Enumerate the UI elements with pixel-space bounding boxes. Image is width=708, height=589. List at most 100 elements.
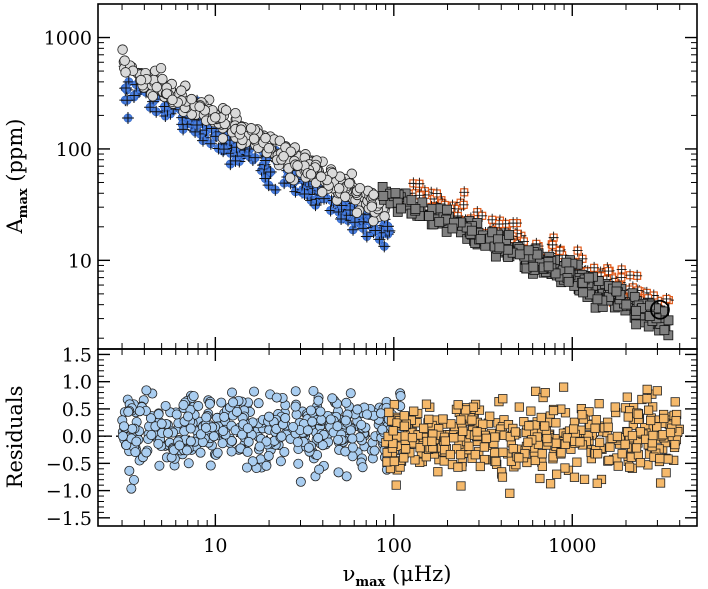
rg-model-point — [366, 201, 378, 212]
residual-rg-point — [195, 447, 206, 458]
ms-model-point — [631, 319, 642, 330]
residual-rg-point — [347, 442, 358, 453]
residual-ms-point — [497, 472, 508, 482]
residual-rg-point — [226, 436, 237, 447]
residual-rg-point — [303, 442, 314, 453]
residual-ms-point — [617, 449, 627, 459]
sun-marker — [650, 299, 670, 320]
rg-model-point — [135, 74, 147, 86]
residual-rg-point — [261, 460, 272, 471]
residual-rg-point — [193, 401, 204, 412]
rg-model-point — [274, 135, 285, 147]
residual-ms-point — [592, 478, 602, 488]
residual-ms-point — [537, 461, 547, 472]
ms-observed-errorbar — [459, 186, 470, 199]
rg-observed-errorbar — [229, 154, 242, 167]
residual-rg-point — [127, 423, 138, 434]
rg-observed-errorbar — [217, 143, 230, 156]
residual-rg-point — [315, 406, 326, 417]
residual-rg-point — [369, 445, 380, 456]
ms-model-point — [493, 234, 503, 245]
bottom-panel-frame — [97, 348, 698, 527]
residual-rg-point — [201, 412, 212, 423]
residual-ms-point — [642, 384, 652, 394]
residual-rg-point — [212, 447, 223, 458]
residual-ms-point — [659, 413, 669, 424]
residual-rg-point — [377, 424, 388, 435]
rg-observed-errorbar — [335, 212, 348, 225]
residual-ms-point — [526, 406, 536, 416]
rg-observed-errorbar — [121, 94, 134, 107]
residual-rg-point — [325, 414, 336, 425]
residual-y-tick-label: −1.5 — [46, 508, 92, 530]
residual-ms-point — [624, 462, 635, 472]
residual-rg-point — [280, 413, 291, 424]
top-y-tick-label: 1000 — [44, 28, 92, 50]
rg-model-point — [117, 44, 128, 55]
residual-ms-point — [481, 433, 491, 443]
residual-rg-point — [185, 436, 196, 447]
residual-rg-point — [279, 446, 290, 457]
top-panel-points — [117, 44, 674, 341]
residual-rg-point — [205, 460, 216, 471]
residual-rg-point — [375, 408, 386, 419]
residual-rg-point — [276, 431, 287, 442]
rg-model-point — [316, 186, 328, 198]
residual-ms-point — [399, 411, 409, 421]
ms-model-point — [434, 216, 445, 227]
residual-ms-point — [536, 412, 546, 423]
ms-model-point — [543, 261, 554, 272]
residual-ms-point — [551, 438, 561, 448]
rg-observed-errorbar — [357, 222, 370, 235]
rg-observed-errorbar — [378, 240, 391, 253]
residual-ms-point — [612, 431, 622, 441]
residual-rg-point — [254, 441, 265, 452]
rg-model-point — [346, 168, 358, 179]
rg-model-point — [333, 183, 345, 194]
rg-model-point — [284, 172, 296, 184]
residual-rg-point — [153, 409, 164, 420]
rg-model-point — [368, 189, 379, 200]
residual-ms-point — [670, 439, 680, 450]
residual-ms-point — [635, 458, 646, 468]
residual-ms-point — [498, 394, 508, 404]
residual-ms-point — [453, 400, 463, 410]
rg-model-point — [119, 55, 130, 66]
residual-ms-point — [591, 415, 601, 425]
residual-rg-point — [275, 456, 286, 467]
residual-rg-point — [119, 421, 130, 432]
residual-ms-point — [409, 406, 419, 416]
residual-rg-point — [130, 447, 141, 458]
residual-rg-point — [219, 411, 230, 422]
residual-ms-point — [498, 447, 508, 457]
residual-ms-point — [399, 421, 410, 431]
residual-rg-point — [228, 397, 239, 408]
residual-ms-point — [575, 437, 585, 447]
residual-ms-point — [427, 436, 437, 446]
residual-ms-point — [410, 455, 420, 465]
residual-ms-point — [572, 457, 582, 467]
residual-rg-point — [121, 440, 132, 451]
residual-ms-point — [464, 441, 474, 451]
residual-rg-point — [352, 404, 363, 415]
residual-ms-point — [540, 388, 550, 398]
ms-model-point — [466, 225, 477, 236]
ms-model-point — [663, 315, 674, 326]
residual-rg-point — [347, 433, 358, 444]
residual-ms-point — [577, 410, 587, 420]
residual-rg-point — [253, 398, 264, 409]
residual-rg-point — [288, 422, 299, 433]
rg-observed-errorbar — [204, 137, 217, 150]
rg-observed-errorbar — [158, 100, 171, 113]
residual-rg-point — [295, 476, 306, 487]
rg-model-point — [217, 133, 229, 144]
ms-model-point — [514, 249, 525, 260]
residual-ms-point — [642, 394, 652, 404]
residual-rg-point — [160, 400, 171, 411]
residual-ms-point — [548, 405, 559, 416]
residual-rg-point — [249, 386, 260, 397]
residual-ms-point — [490, 432, 500, 442]
rg-observed-errorbar — [264, 165, 277, 178]
residual-rg-point — [264, 411, 275, 422]
